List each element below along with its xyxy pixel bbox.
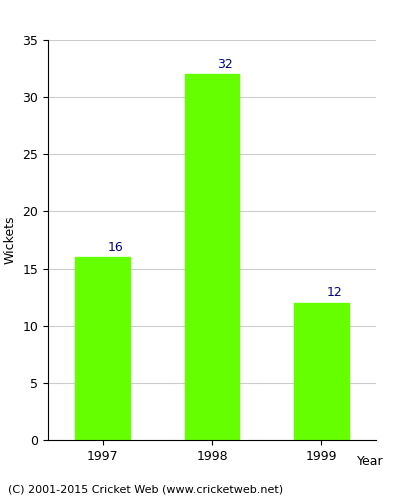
Bar (185, 74, 239, 440)
Text: 32: 32 (218, 58, 233, 71)
Text: Year: Year (357, 455, 384, 468)
Text: (C) 2001-2015 Cricket Web (www.cricketweb.net): (C) 2001-2015 Cricket Web (www.cricketwe… (8, 485, 283, 495)
Text: 16: 16 (108, 240, 124, 254)
Y-axis label: Wickets: Wickets (4, 216, 17, 264)
Text: 12: 12 (327, 286, 342, 300)
Bar (75, 257, 130, 440)
Bar (294, 303, 349, 440)
